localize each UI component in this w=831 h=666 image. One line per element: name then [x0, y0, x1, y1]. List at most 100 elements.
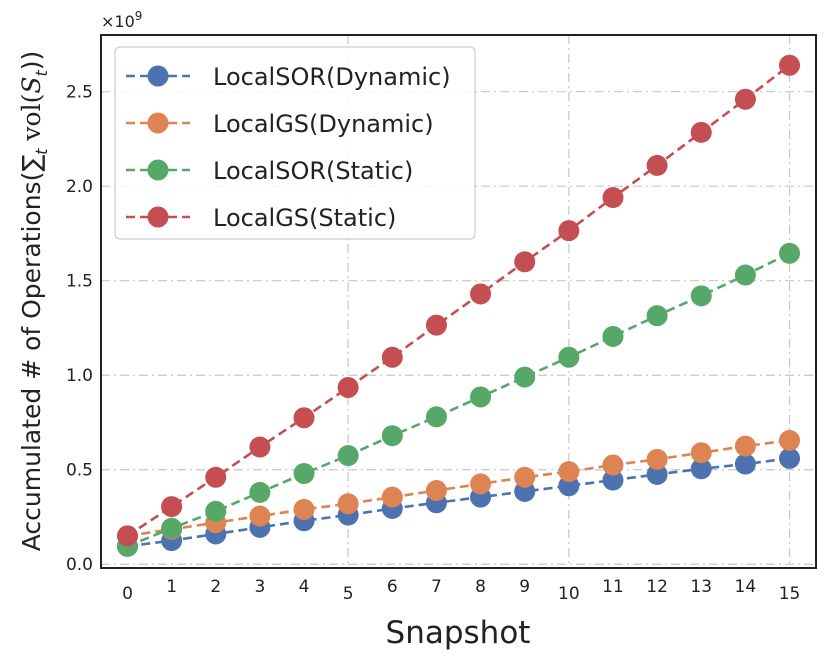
legend-label: LocalGS(Dynamic) [213, 110, 434, 138]
legend-entry: LocalGS(Static) [126, 204, 396, 232]
data-point [470, 283, 492, 305]
x-axis-title: Snapshot [386, 615, 531, 651]
data-point [690, 458, 712, 480]
x-tick-label: 15 [779, 584, 801, 604]
data-point [514, 366, 536, 388]
series-group [116, 54, 801, 557]
data-point [734, 264, 756, 286]
data-point [779, 54, 801, 76]
data-point [161, 517, 183, 539]
data-point [337, 493, 359, 515]
y-tick-label: 2.5 [66, 83, 93, 103]
y-axis-title-vol: vol( [17, 94, 46, 149]
legend-entry: LocalSOR(Static) [126, 157, 413, 185]
series [116, 429, 801, 547]
plot-frame [100, 34, 817, 569]
data-point [646, 305, 668, 327]
data-point [779, 429, 801, 451]
x-tick-label: 3 [254, 577, 265, 597]
series-line [127, 457, 790, 548]
data-point [779, 447, 801, 469]
legend-entry: LocalGS(Dynamic) [126, 110, 434, 138]
data-point [646, 463, 668, 485]
y-axis-title-script-sub: t [32, 70, 51, 77]
y-tick-label: 0.0 [66, 555, 93, 575]
x-tick-label: 12 [646, 577, 668, 597]
data-point [116, 525, 138, 547]
data-point [161, 496, 183, 518]
data-point [470, 386, 492, 408]
data-point [293, 462, 315, 484]
tick-labels: 0 1 2 3 4 5 6 7 8 9 10 11 12 13 14 150.00.51.01.52.02.5 [66, 83, 800, 604]
x-tick-label: 7 [431, 577, 442, 597]
data-point [690, 285, 712, 307]
y-axis-title: Accumulated # of Operations(∑t vol(St)) [17, 51, 51, 552]
data-point [205, 466, 227, 488]
x-tick-label: 1 [166, 577, 177, 597]
data-point [734, 435, 756, 457]
data-point [558, 346, 580, 368]
data-point [337, 376, 359, 398]
legend-label: LocalSOR(Static) [213, 157, 413, 185]
x-tick-label: 10 [558, 584, 580, 604]
x-tick-label: 13 [690, 577, 712, 597]
legend-marker [147, 159, 169, 181]
data-point [779, 242, 801, 264]
y-tick-label: 0.5 [66, 461, 93, 481]
data-point [690, 442, 712, 464]
data-point [646, 448, 668, 470]
data-point [293, 498, 315, 520]
y-tick-label: 2.0 [66, 177, 93, 197]
data-point [205, 500, 227, 522]
legend-label: LocalSOR(Dynamic) [213, 63, 451, 91]
legend-label: LocalGS(Static) [213, 204, 396, 232]
legend-marker [147, 206, 169, 228]
data-point [249, 436, 271, 458]
data-point [602, 187, 624, 209]
legend-marker [147, 65, 169, 87]
data-point [425, 314, 447, 336]
series [116, 242, 801, 557]
exponent-label: ×109 [101, 9, 142, 31]
x-tick-label: 11 [602, 577, 624, 597]
data-point [337, 445, 359, 467]
data-point [690, 121, 712, 143]
data-point [602, 454, 624, 476]
data-point [381, 486, 403, 508]
legend-marker [147, 112, 169, 134]
data-point [425, 406, 447, 428]
exponent-base: ×10 [101, 12, 135, 31]
data-point [381, 425, 403, 447]
x-tick-label: 6 [387, 577, 398, 597]
data-point [249, 505, 271, 527]
data-point [514, 251, 536, 273]
legend-entry: LocalSOR(Dynamic) [126, 63, 451, 91]
data-point [514, 466, 536, 488]
data-point [602, 325, 624, 347]
data-point [734, 453, 756, 475]
data-point [646, 154, 668, 176]
series-line [126, 64, 791, 537]
x-tick-label: 5 [343, 584, 354, 604]
x-tick-label: 14 [735, 577, 757, 597]
y-axis-title-close: )) [17, 51, 46, 71]
exponent-power: 9 [135, 9, 143, 23]
x-tick-label: 2 [210, 577, 221, 597]
legend-box [114, 46, 476, 240]
legend: LocalSOR(Dynamic) LocalGS(Dynamic) LocalSO… [114, 46, 476, 240]
x-tick-label: 8 [475, 577, 486, 597]
y-axis-title-sub: t [32, 148, 51, 155]
series [116, 54, 801, 547]
data-point [602, 469, 624, 491]
y-tick-label: 1.5 [66, 272, 93, 292]
series-line [126, 252, 791, 548]
data-point [734, 88, 756, 110]
y-axis-title-main: Accumulated # of Operations(∑ [17, 155, 46, 552]
data-point [425, 480, 447, 502]
x-tick-label: 4 [299, 577, 310, 597]
series-line [127, 439, 790, 538]
data-point [470, 473, 492, 495]
data-point [558, 461, 580, 483]
y-tick-label: 1.0 [66, 366, 93, 386]
